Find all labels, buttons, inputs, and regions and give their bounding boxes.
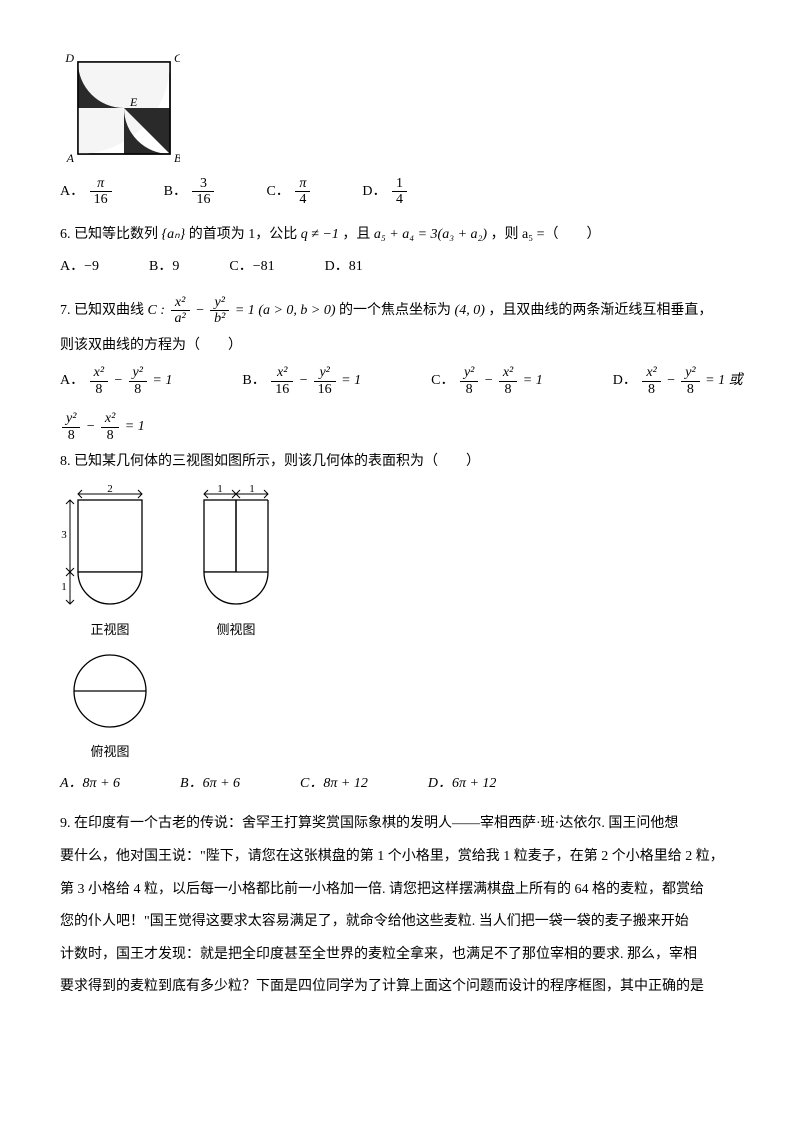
q5-opt-c[interactable]: C． π4: [266, 176, 312, 208]
q7-opt-a[interactable]: A． x²8 − y²8 = 1: [60, 365, 172, 397]
q8-stem: 8. 已知某几何体的三视图如图所示，则该几何体的表面积为（ ）: [60, 449, 740, 476]
q5-opt-d[interactable]: D． 14: [362, 176, 409, 208]
svg-text:B: B: [174, 151, 180, 165]
q8-opt-b[interactable]: B．6π + 6: [180, 771, 240, 798]
side-view: 1 1 侧视图: [186, 484, 286, 643]
svg-text:3: 3: [61, 529, 67, 541]
top-view: 俯视图: [60, 646, 160, 765]
svg-text:2: 2: [107, 484, 113, 495]
q9-line-1: 9. 在印度有一个古老的传说：舍罕王打算奖赏国际象棋的发明人——宰相西萨·班·达…: [60, 811, 740, 838]
q5-opt-a[interactable]: A． π16: [60, 176, 114, 208]
q8-opt-d[interactable]: D．6π + 12: [428, 771, 497, 798]
q6-stem: 6. 已知等比数列 {aₙ} 的首项为 1，公比 q ≠ −1 ，且 a₅ + …: [60, 222, 740, 249]
front-view: 2 3 1 正视图: [60, 484, 160, 643]
svg-text:E: E: [129, 95, 138, 109]
q7-opt-d-extra: y²8 − x²8 = 1: [60, 411, 740, 443]
svg-text:1: 1: [61, 581, 67, 593]
q6-options: A．−9 B．9 C．−81 D．81: [60, 254, 740, 281]
svg-text:C: C: [174, 51, 180, 65]
q8-opt-a[interactable]: A．8π + 6: [60, 771, 120, 798]
q7-opt-b[interactable]: B． x²16 − y²16 = 1: [242, 365, 361, 397]
q5-options: A． π16 B． 316 C． π4 D． 14: [60, 176, 740, 208]
q9-line-3: 第 3 小格给 4 粒，以后每一小格都比前一小格加一倍. 请您把这样摆满棋盘上所…: [60, 877, 740, 904]
q8-figures: 2 3 1 正视图 1 1: [60, 484, 740, 643]
q9-line-2: 要什么，他对国王说："陛下，请您在这张棋盘的第 1 个小格里，赏给我 1 粒麦子…: [60, 844, 740, 871]
q6-opt-c[interactable]: C．−81: [229, 254, 274, 281]
q5-figure: D C A B E: [60, 50, 740, 170]
side-view-label: 侧视图: [216, 618, 255, 643]
q8-options: A．8π + 6 B．6π + 6 C．8π + 12 D．6π + 12: [60, 771, 740, 798]
q9-line-4: 您的仆人吧！"国王觉得这要求太容易满足了，就命令给他这些麦粒. 当人们把一袋一袋…: [60, 909, 740, 936]
q7-stem-2: 则该双曲线的方程为（ ）: [60, 333, 740, 360]
q6-opt-b[interactable]: B．9: [149, 254, 179, 281]
q9-line-5: 计数时，国王才发现：就是把全印度甚至全世界的麦粒全拿来，也满足不了那位宰相的要求…: [60, 942, 740, 969]
top-view-label: 俯视图: [90, 740, 129, 765]
square-curve-figure: D C A B E: [60, 50, 180, 170]
q6-opt-d[interactable]: D．81: [325, 254, 363, 281]
svg-text:A: A: [66, 151, 75, 165]
svg-text:D: D: [64, 51, 74, 65]
front-view-label: 正视图: [90, 618, 129, 643]
q7-opt-d[interactable]: D． x²8 − y²8 = 1 或: [613, 365, 743, 397]
q6-opt-a[interactable]: A．−9: [60, 254, 99, 281]
q5-opt-b[interactable]: B． 316: [164, 176, 217, 208]
svg-text:1: 1: [249, 484, 255, 495]
q7-stem-1: 7. 已知双曲线 C : x²a² − y²b² = 1 (a > 0, b >…: [60, 295, 740, 327]
svg-text:1: 1: [217, 484, 223, 495]
q8-opt-c[interactable]: C．8π + 12: [300, 771, 368, 798]
q7-options: A． x²8 − y²8 = 1 B． x²16 − y²16 = 1 C． y…: [60, 365, 740, 397]
q7-opt-c[interactable]: C． y²8 − x²8 = 1: [431, 365, 543, 397]
q9-line-6: 要求得到的麦粒到底有多少粒？下面是四位同学为了计算上面这个问题而设计的程序框图，…: [60, 974, 740, 1001]
